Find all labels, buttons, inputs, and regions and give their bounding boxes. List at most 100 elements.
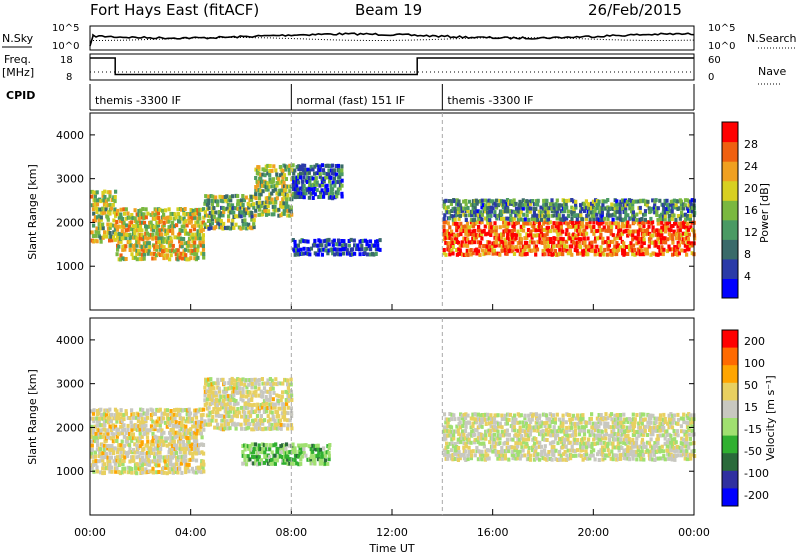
heatmap-cell (667, 244, 671, 249)
heatmap-cell (207, 422, 211, 427)
heatmap-cell (446, 205, 450, 210)
heatmap-cell (135, 212, 139, 217)
heatmap-cell (457, 212, 461, 217)
heatmap-cell (199, 225, 203, 230)
heatmap-cell (636, 429, 640, 434)
heatmap-cell (109, 465, 114, 470)
heatmap-cell (97, 222, 101, 227)
heatmap-cell (498, 225, 502, 230)
heatmap-cell (223, 426, 227, 431)
heatmap-cell (450, 437, 454, 442)
heatmap-cell (669, 233, 673, 238)
heatmap-cell (257, 450, 261, 455)
heatmap-cell (312, 242, 317, 247)
heatmap-cell (615, 241, 619, 245)
heatmap-cell (582, 209, 587, 213)
heatmap-cell (473, 205, 477, 210)
heatmap-cell (633, 417, 637, 422)
heatmap-cell (253, 447, 257, 452)
heatmap-cell (674, 217, 678, 222)
heatmap-cell (228, 205, 232, 210)
heatmap-cell (327, 248, 331, 253)
heatmap-cell (681, 206, 685, 211)
heatmap-cell (223, 422, 227, 427)
heatmap-cell (586, 212, 590, 217)
heatmap-cell (572, 441, 576, 446)
heatmap-cell (622, 202, 626, 207)
heatmap-cell (591, 201, 595, 206)
heatmap-cell (195, 431, 199, 436)
heatmap-cell (516, 248, 520, 253)
heatmap-cell (172, 443, 177, 448)
heatmap-cell (95, 465, 99, 470)
heatmap-cell (583, 243, 587, 248)
heatmap-cell (591, 453, 595, 458)
heatmap-cell (131, 450, 135, 455)
heatmap-cell (516, 453, 520, 458)
heatmap-cell (622, 452, 626, 457)
heatmap-cell (604, 424, 608, 429)
heatmap-cell (585, 206, 589, 211)
heatmap-cell (229, 203, 233, 208)
heatmap-cell (162, 239, 166, 244)
freq-label: Freq. (4, 53, 31, 66)
heatmap-cell (604, 436, 608, 441)
heatmap-cell (139, 420, 143, 425)
heatmap-cell (212, 206, 216, 210)
heatmap-cell (99, 423, 103, 428)
heatmap-cell (196, 428, 200, 433)
heatmap-cell (521, 206, 525, 211)
heatmap-cell (106, 226, 111, 231)
heatmap-cell (640, 432, 644, 437)
heatmap-cell (259, 175, 263, 180)
heatmap-cell (572, 223, 576, 228)
heatmap-cell (210, 210, 214, 215)
heatmap-cell (145, 450, 150, 455)
heatmap-cell (592, 437, 596, 442)
heatmap-cell (613, 236, 617, 241)
heatmap-cell (527, 446, 531, 450)
heatmap-cell (275, 393, 279, 398)
heatmap-cell (176, 458, 180, 462)
heatmap-cell (446, 449, 450, 454)
heatmap-cell (289, 406, 293, 411)
heatmap-cell (106, 222, 110, 227)
heatmap-cell (492, 437, 496, 442)
heatmap-cell (285, 402, 289, 407)
heatmap-cell (284, 454, 288, 459)
heatmap-cell (601, 236, 605, 241)
heatmap-cell (629, 248, 633, 253)
heatmap-cell (275, 446, 279, 451)
heatmap-cell (606, 228, 610, 233)
heatmap-cell (114, 424, 118, 429)
heatmap-cell (444, 240, 448, 245)
heatmap-cell (149, 447, 153, 451)
heatmap-cell (191, 455, 195, 460)
heatmap-cell (164, 455, 168, 460)
heatmap-cell (645, 231, 649, 236)
heatmap-cell (187, 469, 191, 474)
heatmap-cell (515, 232, 519, 237)
heatmap-cell (293, 449, 297, 454)
heatmap-cell (189, 427, 193, 432)
heatmap-cell (257, 171, 261, 176)
heatmap-cell (665, 444, 669, 449)
heatmap-cell (106, 420, 110, 425)
heatmap-cell (318, 248, 322, 253)
heatmap-cell (284, 410, 288, 415)
heatmap-cell (277, 394, 281, 399)
heatmap-cell (333, 183, 337, 188)
heatmap-cell (212, 386, 216, 391)
heatmap-cell (309, 167, 313, 172)
heatmap-cell (526, 452, 531, 457)
heatmap-cell (679, 424, 683, 429)
heatmap-cell (266, 187, 270, 192)
heatmap-cell (640, 437, 645, 442)
heatmap-cell (246, 454, 250, 459)
heatmap-cell (631, 412, 635, 417)
heatmap-cell (155, 407, 159, 412)
heatmap-cell (627, 428, 631, 433)
heatmap-cell (525, 236, 529, 240)
heatmap-cell (505, 441, 510, 446)
power-ylabel: Slant Range [km] (26, 164, 39, 260)
